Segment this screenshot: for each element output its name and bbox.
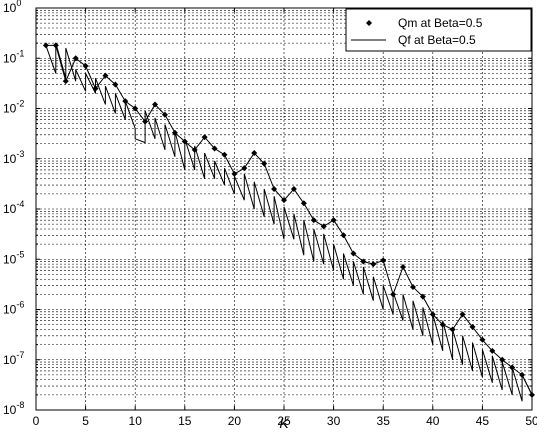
- y-tick-label-exponent: 0: [16, 0, 21, 8]
- y-tick-label: 10-8: [3, 400, 24, 417]
- y-tick-label-base: 10: [3, 202, 17, 216]
- ticks: [35, 8, 533, 411]
- y-tick-label-exponent: -5: [16, 249, 24, 259]
- series-layer: [42, 42, 535, 402]
- x-tick-label: 40: [426, 414, 440, 428]
- x-tick-label: 5: [82, 414, 89, 428]
- y-tick-label-base: 10: [3, 51, 17, 65]
- qm-data-point: [112, 81, 119, 88]
- qm-data-point: [310, 217, 317, 224]
- qm-data-point: [82, 63, 89, 70]
- legend-label: Qm at Beta=0.5: [398, 16, 483, 30]
- tick-labels: 0 5 10 15 20 25 30 35 40 45 5010010-110-210-310-41…: [3, 0, 537, 428]
- x-tick-label: 35: [377, 414, 391, 428]
- y-tick-label: 10-6: [3, 300, 24, 317]
- qm-data-point: [251, 150, 258, 157]
- y-tick-label-exponent: -6: [16, 300, 24, 310]
- qm-data-point: [221, 151, 228, 158]
- y-tick-label: 10-7: [3, 350, 24, 367]
- qm-data-point: [370, 261, 377, 268]
- qm-data-point: [360, 258, 367, 265]
- y-tick-label: 100: [3, 0, 21, 15]
- qm-data-point: [201, 134, 208, 141]
- y-tick-label: 10-2: [3, 99, 24, 116]
- qm-data-point: [499, 356, 506, 363]
- y-tick-label-exponent: -4: [16, 199, 24, 209]
- x-tick-label: 20: [228, 414, 242, 428]
- qm-data-point: [271, 186, 278, 193]
- x-tick-label: 30: [327, 414, 341, 428]
- qm-data-point: [281, 197, 287, 204]
- qm-data-point: [419, 293, 426, 300]
- qm-data-point: [300, 200, 307, 207]
- qm-data-point: [161, 111, 168, 118]
- qm-data-point: [479, 336, 486, 343]
- y-tick-label-exponent: -7: [16, 350, 24, 360]
- x-tick-label: 0: [33, 414, 40, 428]
- x-tick-label: 15: [178, 414, 192, 428]
- x-tick-label: 25: [277, 414, 291, 428]
- legend-box: [345, 8, 532, 52]
- qm-data-point: [400, 264, 407, 271]
- y-tick-label-base: 10: [3, 102, 17, 116]
- x-axis-title: K: [279, 415, 289, 431]
- x-tick-label: 50: [525, 414, 537, 428]
- y-tick-label-exponent: -1: [16, 48, 24, 58]
- y-tick-label-base: 10: [3, 403, 17, 417]
- qm-data-point: [261, 160, 268, 167]
- qm-data-point: [62, 78, 69, 85]
- qm-data-point: [330, 217, 337, 224]
- qm-data-point: [380, 257, 387, 264]
- x-tick-label: 10: [129, 414, 143, 428]
- qm-data-point: [350, 250, 357, 257]
- qm-data-point: [241, 165, 248, 172]
- y-tick-label: 10-3: [3, 149, 24, 166]
- legend-label: Qf at Beta=0.5: [398, 33, 476, 47]
- qm-data-point: [72, 55, 79, 62]
- qm-data-point: [132, 105, 139, 112]
- y-tick-label-base: 10: [3, 303, 17, 317]
- y-tick-label-base: 10: [3, 252, 17, 266]
- y-tick-label-base: 10: [3, 1, 17, 15]
- y-tick-label-base: 10: [3, 353, 17, 367]
- qm-data-point: [152, 101, 159, 108]
- x-tick-label: 45: [476, 414, 490, 428]
- qm-data-point: [290, 186, 297, 193]
- y-tick-label-exponent: -2: [16, 99, 24, 109]
- qm-data-point: [340, 232, 347, 239]
- qm-data-point: [320, 223, 327, 230]
- qm-data-point: [231, 170, 238, 177]
- y-tick-label-base: 10: [3, 152, 17, 166]
- y-tick-label: 10-4: [3, 199, 24, 216]
- qm-data-point: [469, 323, 476, 330]
- y-tick-label-exponent: -3: [16, 149, 24, 159]
- series-line-qf: [45, 42, 533, 402]
- qm-data-point: [102, 72, 109, 79]
- legend: Qm at Beta=0.5 Qf at Beta=0.5: [345, 8, 532, 52]
- qm-data-point: [459, 311, 466, 318]
- qm-data-point: [489, 347, 496, 354]
- y-tick-label: 10-1: [3, 48, 24, 65]
- y-tick-label-exponent: -8: [16, 400, 24, 410]
- qm-data-point: [211, 145, 218, 152]
- qm-data-point: [409, 284, 416, 291]
- y-tick-label: 10-5: [3, 249, 24, 266]
- legend-marker-qm: [366, 20, 372, 26]
